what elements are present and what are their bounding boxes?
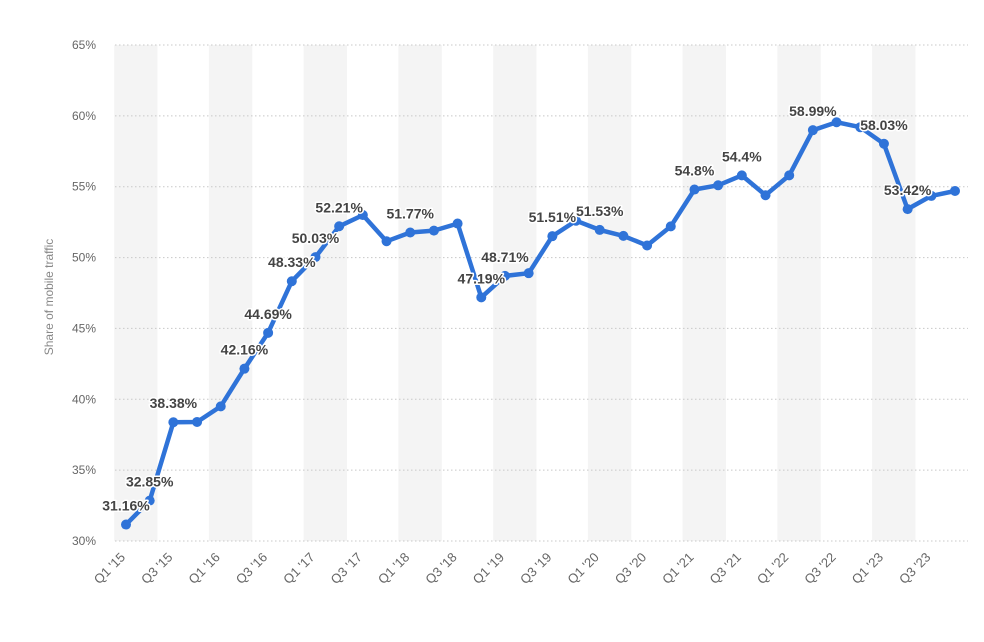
data-label: 42.16% [221, 342, 269, 358]
data-label: 53.42% [884, 182, 932, 198]
x-tick-label: Q1 '20 [564, 550, 601, 587]
y-tick-label: 45% [72, 321, 96, 335]
data-label: 44.69% [244, 306, 292, 322]
y-tick-label: 30% [72, 534, 96, 548]
data-point[interactable] [334, 221, 345, 232]
data-point[interactable] [736, 170, 747, 181]
data-label: 54.4% [722, 148, 762, 164]
x-axis: Q1 '15 Q3 '15 Q1 '16 Q3 '16 Q1 '17 Q3 '17 Q1 '… [91, 550, 934, 587]
data-point[interactable] [168, 417, 179, 428]
data-point[interactable] [878, 138, 889, 149]
x-tick-label: Q3 '17 [328, 550, 365, 587]
data-point[interactable] [310, 252, 321, 263]
y-axis-title: Share of mobile traffic [42, 239, 56, 356]
x-tick-label: Q1 '22 [754, 550, 791, 587]
data-point[interactable] [642, 240, 653, 251]
data-point[interactable] [192, 416, 203, 427]
data-point[interactable] [950, 185, 960, 196]
y-tick-label: 60% [72, 109, 96, 123]
data-label: 38.38% [150, 395, 198, 411]
background-band [303, 45, 348, 541]
x-tick-label: Q1 '23 [849, 550, 886, 587]
data-label: 54.8% [675, 163, 715, 179]
x-tick-label: Q1 '17 [280, 550, 317, 587]
data-point[interactable] [476, 292, 487, 303]
data-point[interactable] [713, 180, 724, 191]
data-point[interactable] [523, 268, 534, 279]
data-point[interactable] [902, 204, 913, 215]
x-tick-label: Q3 '21 [707, 550, 744, 587]
x-tick-label: Q3 '23 [896, 550, 933, 587]
data-point[interactable] [357, 210, 368, 221]
x-tick-label: Q1 '18 [375, 550, 412, 587]
data-point[interactable] [689, 184, 700, 195]
data-point[interactable] [239, 363, 250, 374]
data-point[interactable] [405, 227, 416, 238]
background-band [208, 45, 253, 541]
data-point[interactable] [452, 218, 463, 229]
data-label: 58.99% [789, 103, 837, 119]
y-tick-label: 35% [72, 463, 96, 477]
background-band [872, 45, 916, 541]
data-point[interactable] [760, 190, 771, 201]
data-label: 52.21% [315, 199, 363, 215]
background-band [114, 45, 158, 541]
data-label: 32.85% [126, 474, 174, 490]
background-bands [114, 45, 916, 541]
data-point[interactable] [807, 125, 818, 136]
background-band [493, 45, 537, 541]
data-point[interactable] [381, 236, 392, 247]
data-label: 51.77% [386, 205, 434, 221]
data-point[interactable] [121, 519, 131, 530]
x-tick-label: Q1 '16 [185, 550, 222, 587]
x-tick-label: Q1 '21 [659, 550, 696, 587]
data-labels: 31.16% 32.85% 38.38% 42.16% 44.69% 48.33% 50.0… [101, 102, 934, 515]
data-point[interactable] [855, 122, 866, 133]
data-point[interactable] [665, 221, 676, 232]
background-band [777, 45, 821, 541]
data-label: 51.51% [529, 209, 577, 225]
data-point[interactable] [926, 190, 937, 201]
x-tick-label: Q3 '20 [612, 550, 649, 587]
x-tick-label: Q1 '19 [470, 550, 507, 587]
y-tick-label: 50% [72, 251, 96, 265]
background-band [587, 45, 632, 541]
data-label: 48.71% [481, 249, 529, 265]
data-label: 48.33% [268, 254, 316, 270]
x-tick-label: Q3 '22 [801, 550, 838, 587]
data-point[interactable] [144, 495, 155, 506]
background-band [398, 45, 442, 541]
data-point[interactable] [428, 225, 439, 236]
data-label: 58.03% [860, 117, 908, 133]
data-label: 47.19% [458, 270, 506, 286]
data-label: 31.16% [102, 498, 150, 514]
x-tick-label: Q3 '15 [138, 550, 175, 587]
data-point[interactable] [286, 276, 297, 287]
y-tick-label: 55% [72, 180, 96, 194]
y-tick-label: 65% [72, 38, 96, 52]
data-point[interactable] [618, 230, 629, 241]
x-tick-label: Q3 '16 [233, 550, 270, 587]
data-point[interactable] [263, 327, 274, 338]
x-tick-label: Q3 '19 [517, 550, 554, 587]
data-point[interactable] [784, 170, 795, 181]
data-point[interactable] [215, 401, 226, 412]
data-point[interactable] [499, 270, 510, 281]
data-point[interactable] [831, 117, 842, 128]
y-axis: 30% 35% 40% 45% 50% 55% 60% 65% [72, 38, 96, 548]
y-tick-label: 40% [72, 392, 96, 406]
data-point[interactable] [547, 231, 558, 242]
data-point[interactable] [594, 224, 605, 235]
x-tick-label: Q1 '15 [91, 550, 128, 587]
data-label: 50.03% [292, 230, 340, 246]
background-band [682, 45, 726, 541]
x-tick-label: Q3 '18 [422, 550, 459, 587]
data-label: 51.53% [576, 203, 624, 219]
data-point[interactable] [571, 215, 582, 226]
data-points [121, 117, 960, 530]
